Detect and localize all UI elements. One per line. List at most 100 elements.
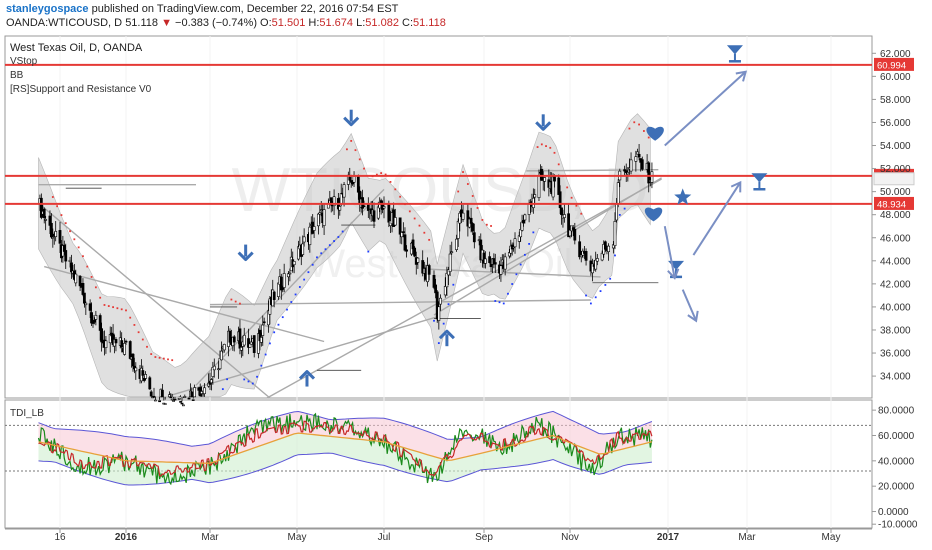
candle-body[interactable] (427, 265, 431, 275)
candle-body[interactable] (348, 177, 352, 181)
candle-body[interactable] (553, 175, 556, 182)
candle-body[interactable] (170, 398, 174, 401)
candle-body[interactable] (573, 229, 577, 241)
candle-body[interactable] (640, 159, 644, 170)
candle-body[interactable] (352, 176, 356, 183)
candle-body[interactable] (114, 339, 118, 344)
candle-body[interactable] (458, 212, 462, 224)
candle-body[interactable] (242, 334, 246, 346)
candle-body[interactable] (49, 222, 53, 238)
candle-body[interactable] (203, 387, 206, 394)
candle-body[interactable] (292, 261, 296, 266)
candle-body[interactable] (212, 365, 216, 371)
candle-body[interactable] (259, 337, 263, 343)
candle-body[interactable] (272, 291, 276, 300)
candle-body[interactable] (560, 207, 563, 215)
candle-body[interactable] (437, 306, 441, 321)
candle-body[interactable] (100, 328, 104, 343)
candle-body[interactable] (268, 298, 272, 315)
candle-body[interactable] (44, 219, 48, 221)
candle-body[interactable] (84, 302, 88, 306)
author-link[interactable]: stanleygospace (6, 3, 89, 15)
candle-body[interactable] (169, 396, 173, 399)
candle-body[interactable] (393, 217, 397, 226)
candle-body[interactable] (471, 223, 475, 232)
candle-body[interactable] (94, 314, 98, 320)
indicator-bb[interactable]: BB (10, 70, 24, 81)
candle-body[interactable] (461, 212, 465, 220)
candle-body[interactable] (281, 287, 285, 290)
candle-body[interactable] (134, 367, 138, 372)
candle-body[interactable] (91, 322, 95, 324)
candle-body[interactable] (432, 274, 436, 288)
candle-body[interactable] (650, 171, 654, 183)
candle-body[interactable] (400, 232, 404, 238)
candle-body[interactable] (513, 238, 517, 248)
candle-body[interactable] (447, 269, 450, 276)
candle-body[interactable] (74, 273, 78, 284)
candle-body[interactable] (445, 273, 449, 288)
candle-body[interactable] (443, 285, 447, 296)
candle-body[interactable] (201, 393, 205, 396)
candle-body[interactable] (301, 243, 305, 255)
candle-body[interactable] (636, 151, 639, 155)
candle-body[interactable] (42, 208, 46, 219)
candle-body[interactable] (568, 229, 572, 237)
candle-body[interactable] (493, 262, 497, 265)
candle-body[interactable] (522, 220, 525, 224)
candle-body[interactable] (120, 340, 124, 348)
candle-body[interactable] (499, 265, 503, 275)
candle-body[interactable] (277, 282, 280, 297)
candle-body[interactable] (187, 397, 191, 400)
candle-body[interactable] (144, 374, 148, 379)
candle-body[interactable] (93, 319, 96, 323)
candle-body[interactable] (416, 257, 420, 263)
candle-body[interactable] (503, 256, 507, 270)
candle-body[interactable] (261, 324, 265, 336)
candle-body[interactable] (163, 403, 167, 405)
candle-body[interactable] (421, 260, 425, 274)
candle-body[interactable] (191, 399, 195, 401)
candle-body[interactable] (455, 238, 458, 250)
candle-body[interactable] (523, 214, 527, 221)
candle-body[interactable] (647, 162, 651, 184)
candle-body[interactable] (222, 343, 226, 351)
candle-body[interactable] (54, 231, 58, 238)
candle-body[interactable] (64, 250, 68, 262)
candle-body[interactable] (88, 303, 92, 311)
candle-body[interactable] (148, 377, 152, 390)
candle-body[interactable] (558, 191, 562, 209)
candle-body[interactable] (584, 251, 588, 261)
candle-body[interactable] (232, 336, 236, 343)
candle-body[interactable] (382, 206, 386, 209)
candle-body[interactable] (182, 404, 185, 407)
candle-body[interactable] (450, 251, 454, 254)
candle-body[interactable] (537, 175, 541, 198)
candle-body[interactable] (376, 206, 380, 219)
candle-body[interactable] (58, 230, 62, 244)
candle-body[interactable] (238, 328, 242, 349)
candle-body[interactable] (594, 259, 598, 270)
candle-body[interactable] (279, 276, 283, 291)
candle-body[interactable] (218, 357, 222, 370)
candle-body[interactable] (562, 214, 566, 218)
candle-body[interactable] (180, 402, 184, 405)
candle-body[interactable] (615, 203, 618, 221)
candle-body[interactable] (190, 391, 194, 398)
candle-body[interactable] (262, 321, 266, 324)
candle-body[interactable] (519, 229, 523, 238)
candle-body[interactable] (193, 387, 197, 398)
candle-body[interactable] (469, 217, 473, 224)
candle-body[interactable] (488, 256, 492, 263)
candle-body[interactable] (387, 203, 391, 223)
candle-body[interactable] (403, 234, 407, 251)
candle-body[interactable] (571, 227, 575, 230)
candle-body[interactable] (322, 209, 326, 226)
candle-body[interactable] (252, 335, 256, 353)
candle-body[interactable] (637, 153, 641, 158)
candle-body[interactable] (434, 284, 438, 294)
candle-body[interactable] (179, 401, 183, 403)
candle-body[interactable] (611, 244, 615, 249)
candle-body[interactable] (578, 241, 582, 258)
candle-body[interactable] (543, 177, 547, 182)
